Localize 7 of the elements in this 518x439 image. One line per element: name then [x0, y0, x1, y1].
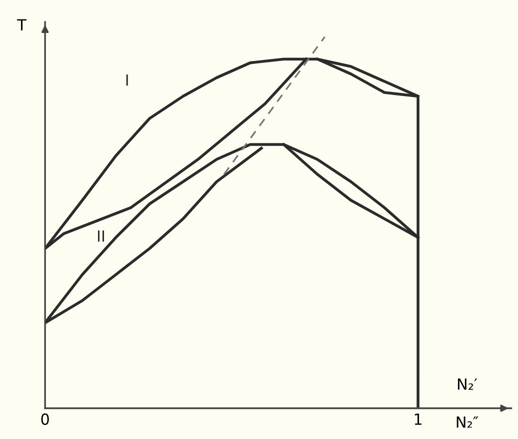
annotation: N₂′: [458, 378, 478, 390]
series-label: II: [98, 230, 104, 242]
y-axis-title: T: [17, 19, 26, 30]
x-tick-label: 0: [41, 413, 49, 425]
x-tick-label: 1: [414, 414, 422, 425]
text: I: [126, 74, 128, 86]
x-axis-title: N₂″: [456, 416, 478, 428]
